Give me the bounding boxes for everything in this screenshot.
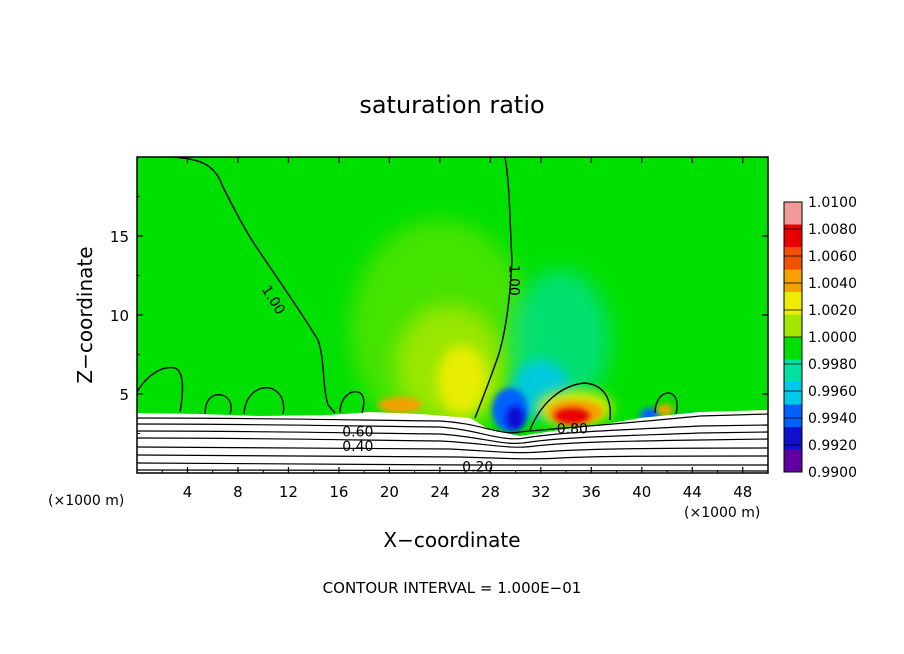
colorbar-label: 0.9980 <box>808 357 857 373</box>
x-axis-ticks: 4 8 12 16 20 24 28 32 36 40 44 48 <box>161 157 752 501</box>
colorbar-swatch <box>784 247 802 270</box>
contour-label: 1.00 <box>505 265 521 296</box>
x-tick-label: 32 <box>531 483 550 501</box>
colorbar-swatch <box>784 202 802 225</box>
colorbar-label: 1.0020 <box>808 303 857 319</box>
colorbar-label: 1.0000 <box>808 330 857 346</box>
x-tick-label: 44 <box>683 483 702 501</box>
colorbar-label: 0.9960 <box>808 384 857 400</box>
y-tick-label: 15 <box>110 228 129 246</box>
contour-label: 0.40 <box>342 439 373 455</box>
colorbar-swatch <box>784 359 802 383</box>
colorbar-swatch <box>784 404 802 428</box>
x-axis-label: X−coordinate <box>383 528 520 552</box>
x-tick-label: 28 <box>481 483 500 501</box>
x-tick-label: 8 <box>233 483 243 501</box>
colorbar-swatch <box>784 269 802 293</box>
x-tick-label: 36 <box>582 483 601 501</box>
colorbar-label: 1.0040 <box>808 276 857 292</box>
colorbar-swatch <box>784 449 802 473</box>
colorbar-label: 0.9900 <box>808 465 857 481</box>
colorbar-label: 1.0060 <box>808 249 857 265</box>
y-axis-label: Z−coordinate <box>73 246 97 383</box>
colorbar-label: 0.9940 <box>808 411 857 427</box>
contour-interval-footer: CONTOUR INTERVAL = 1.000E−01 <box>323 579 582 597</box>
colorbar: 1.0100 1.0080 1.0060 1.0040 1.0020 1.0000 0.99… <box>783 195 857 481</box>
colorbar-swatch <box>784 382 802 405</box>
contour-label: 0.60 <box>342 425 373 441</box>
heatmap-field <box>137 157 768 473</box>
x-tick-label: 16 <box>329 483 348 501</box>
colorbar-swatch <box>784 427 802 450</box>
x-tick-label: 4 <box>183 483 193 501</box>
x-tick-label: 40 <box>632 483 651 501</box>
x-tick-label: 24 <box>430 483 449 501</box>
x-unit-right: (×1000 m) <box>684 505 760 521</box>
colorbar-swatch <box>784 224 802 248</box>
colorbar-swatch <box>784 314 802 338</box>
x-unit-left: (×1000 m) <box>48 493 124 509</box>
contour-label: 0.80 <box>557 422 588 438</box>
colorbar-label: 0.9920 <box>808 438 857 454</box>
colorbar-swatch <box>784 337 802 360</box>
y-axis-ticks: 5 10 15 <box>110 196 768 434</box>
colorbar-label: 1.0100 <box>808 195 857 211</box>
chart-title: saturation ratio <box>359 91 544 119</box>
colorbar-swatch <box>784 292 802 315</box>
colorbar-label: 1.0080 <box>808 222 857 238</box>
x-tick-label: 48 <box>733 483 752 501</box>
contour-label: 0.20 <box>462 459 493 475</box>
y-tick-label: 10 <box>110 307 129 325</box>
x-tick-label: 20 <box>380 483 399 501</box>
y-tick-label: 5 <box>119 386 129 404</box>
x-tick-label: 12 <box>279 483 298 501</box>
